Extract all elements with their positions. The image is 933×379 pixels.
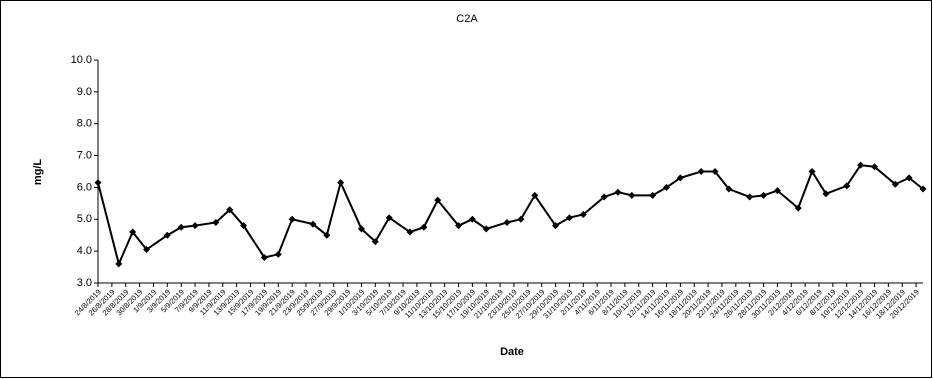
data-point (115, 260, 123, 268)
data-point (309, 220, 317, 228)
data-point (725, 185, 733, 193)
x-axis-label: Date (500, 346, 524, 358)
data-point (565, 214, 573, 222)
y-axis-label: mg/L (32, 159, 44, 186)
data-point (226, 206, 234, 214)
data-point (260, 254, 268, 262)
data-point (455, 222, 463, 230)
data-point (649, 191, 657, 199)
data-point (212, 218, 220, 226)
data-point (600, 193, 608, 201)
data-point (822, 190, 830, 198)
y-tick-label: 5.0 (77, 213, 92, 225)
data-point (357, 225, 365, 233)
data-point (129, 228, 137, 236)
data-point (482, 225, 490, 233)
data-point (891, 180, 899, 188)
data-point (614, 188, 622, 196)
data-point (517, 215, 525, 223)
data-point (288, 215, 296, 223)
data-point (905, 174, 913, 182)
y-tick-label: 6.0 (77, 181, 92, 193)
data-point (843, 182, 851, 190)
data-point (746, 193, 754, 201)
y-tick-label: 9.0 (77, 86, 92, 98)
data-point (163, 231, 171, 239)
data-point (760, 191, 768, 199)
data-point (919, 185, 927, 193)
data-point (628, 191, 636, 199)
y-tick-label: 7.0 (77, 149, 92, 161)
data-point (371, 238, 379, 246)
y-tick-label: 8.0 (77, 118, 92, 130)
data-point (773, 187, 781, 195)
data-point (143, 246, 151, 254)
data-point (697, 168, 705, 175)
data-point (385, 214, 393, 222)
data-line (97, 164, 924, 267)
y-tick-label: 4.0 (77, 245, 92, 257)
data-point (240, 222, 248, 230)
data-point (794, 204, 802, 212)
data-point (191, 222, 199, 230)
data-point (468, 215, 476, 223)
chart-title: C2A (456, 13, 478, 25)
y-tick-label: 10.0 (71, 54, 92, 66)
data-point (503, 218, 511, 226)
data-point (676, 174, 684, 182)
data-point (552, 222, 560, 230)
data-point (711, 168, 719, 175)
data-point (579, 211, 587, 219)
data-point (177, 223, 185, 231)
data-point (662, 183, 670, 191)
data-point (434, 196, 442, 204)
data-point (323, 231, 331, 239)
data-point (337, 179, 345, 187)
data-point (420, 223, 428, 231)
data-point (274, 250, 282, 258)
data-point (531, 191, 539, 199)
data-point (870, 163, 878, 171)
data-point (808, 168, 816, 175)
data-point (857, 161, 865, 169)
data-point (406, 228, 414, 236)
y-tick-label: 3.0 (77, 277, 92, 289)
data-point (94, 179, 102, 187)
